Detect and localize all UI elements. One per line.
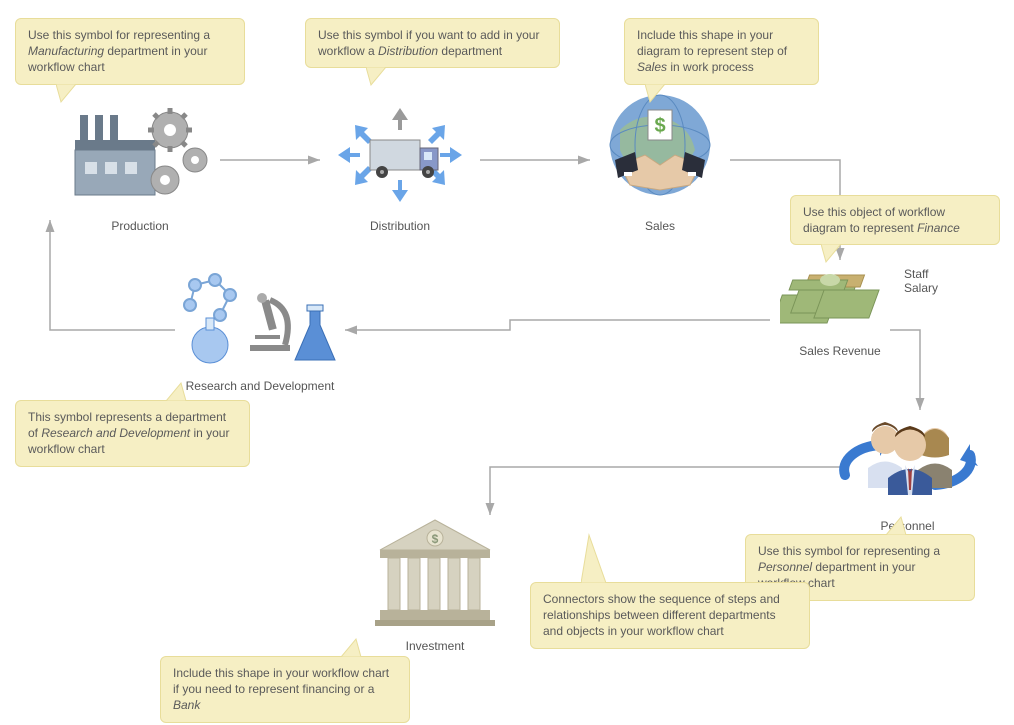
callout-connectors: Connectors show the sequence of steps an… [530,582,810,649]
node-revenue: Sales Revenue [770,260,910,358]
svg-text:$: $ [654,115,665,137]
callout-investment: Include this shape in your workflow char… [160,656,410,723]
handshake-globe-icon: $ [590,90,730,215]
node-label: Distribution [320,219,480,233]
node-label: Sales [590,219,730,233]
callout-finance: Use this object of workflow diagram to r… [790,195,1000,245]
node-investment: $ Investment [360,510,510,653]
people-icon [830,410,985,515]
truck-icon [320,100,480,215]
money-icon [780,260,900,340]
callout-sales: Include this shape in your diagram to re… [624,18,819,85]
factory-icon [60,100,220,215]
callout-production: Use this symbol for representing a Manuf… [15,18,245,85]
node-distribution: Distribution [320,100,480,233]
callout-research: This symbol represents a department of R… [15,400,250,467]
callout-distribution: Use this symbol if you want to add in yo… [305,18,560,68]
node-label: Production [60,219,220,233]
node-label: Research and Development [175,379,345,393]
node-research: Research and Development [175,270,345,393]
bank-icon: $ [360,510,510,635]
node-sales: $ Sales [590,90,730,233]
node-production: Production [60,100,220,233]
node-label: Investment [360,639,510,653]
staff-salary-label: Staff Salary [904,267,938,296]
node-label: Sales Revenue [770,344,910,358]
svg-text:$: $ [432,532,439,546]
research-icon [175,270,345,375]
